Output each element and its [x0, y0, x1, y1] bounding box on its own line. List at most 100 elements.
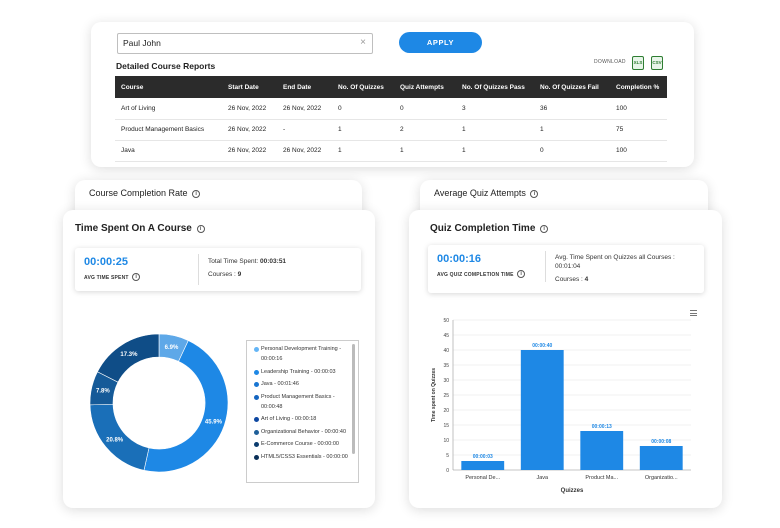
- bar-data-label: 00:00:13: [592, 424, 612, 430]
- quiz-courses-value: 4: [584, 276, 589, 283]
- courses-line: Courses : 9: [208, 271, 241, 278]
- legend-scrollbar[interactable]: [352, 344, 355, 454]
- time-spent-title-text: Time Spent On A Course: [75, 223, 192, 234]
- legend-label: Personal Development Training - 00:00:16: [261, 346, 342, 362]
- table-row: Art of Living 26 Nov, 2022 26 Nov, 2022 …: [115, 98, 667, 120]
- column-header[interactable]: Course: [115, 76, 222, 98]
- donut-slice-label: 20.8%: [106, 438, 124, 444]
- table-cell: -: [277, 119, 332, 141]
- search-value: Paul John: [123, 38, 161, 48]
- legend-item[interactable]: Product Management Basics - 00:00:48: [254, 392, 351, 412]
- avg-quiz-time-value: 00:00:16: [437, 253, 482, 265]
- column-header[interactable]: Completion %: [610, 76, 667, 98]
- legend-item[interactable]: Personal Development Training - 00:00:16: [254, 344, 351, 364]
- column-header[interactable]: No. Of Quizzes: [332, 76, 394, 98]
- info-icon[interactable]: i: [192, 190, 201, 198]
- table-cell: 26 Nov, 2022: [222, 140, 277, 162]
- legend-item[interactable]: Organizational Behavior - 00:00:40: [254, 427, 351, 437]
- learner-search-input[interactable]: Paul John ×: [117, 33, 373, 54]
- avg-time-value: 00:00:25: [84, 256, 129, 268]
- table-cell: 26 Nov, 2022: [277, 98, 332, 120]
- table-cell: 26 Nov, 2022: [222, 119, 277, 141]
- x-tick-label: Product Ma...: [585, 475, 618, 481]
- courses-value: 9: [237, 271, 242, 278]
- clear-icon[interactable]: ×: [360, 37, 366, 48]
- apply-button[interactable]: APPLY: [399, 32, 482, 53]
- y-axis-title: Time spent on Quizzes: [431, 368, 437, 422]
- table-cell: 100: [610, 140, 667, 162]
- info-icon[interactable]: i: [517, 270, 526, 278]
- bar[interactable]: [520, 350, 564, 470]
- donut-slice-label: 7.8%: [96, 388, 110, 394]
- info-icon[interactable]: i: [530, 190, 539, 198]
- time-spent-stat-box: 00:00:25 AVG TIME SPENT i Total Time Spe…: [75, 248, 361, 291]
- y-tick-label: 45: [443, 333, 449, 339]
- column-header[interactable]: Start Date: [222, 76, 277, 98]
- table-cell: 2: [394, 119, 456, 141]
- legend-list: Personal Development Training - 00:00:16…: [254, 344, 351, 464]
- legend-item[interactable]: HTML5/CSS3 Essentials - 00:00:00: [254, 452, 351, 462]
- donut-slice-label: 45.9%: [205, 420, 223, 426]
- table-cell: Product Management Basics: [115, 119, 222, 141]
- table-cell: 100: [610, 98, 667, 120]
- y-tick-label: 0: [446, 468, 449, 474]
- column-header[interactable]: No. Of Quizzes Fail: [534, 76, 610, 98]
- legend-item[interactable]: E-Commerce Course - 00:00:00: [254, 439, 351, 449]
- table-cell: 26 Nov, 2022: [222, 98, 277, 120]
- legend-dot: [254, 382, 259, 387]
- table-cell: 1: [456, 140, 534, 162]
- bar[interactable]: [461, 461, 505, 470]
- table-cell: 1: [534, 119, 610, 141]
- legend-dot: [254, 454, 259, 460]
- y-tick-label: 50: [443, 318, 449, 324]
- donut-legend: Personal Development Training - 00:00:16…: [246, 340, 359, 483]
- legend-label: Product Management Basics - 00:00:48: [261, 393, 335, 410]
- donut-slice[interactable]: [143, 340, 229, 473]
- legend-item[interactable]: Leadership Training - 00:00:03: [254, 367, 351, 377]
- table-cell: 0: [394, 98, 456, 120]
- legend-dot: [254, 369, 259, 375]
- column-header[interactable]: Quiz Attempts: [394, 76, 456, 98]
- xls-download-icon[interactable]: XLS: [632, 56, 644, 70]
- quiz-courses-label: Courses :: [555, 276, 585, 283]
- legend-label: Leadership Training - 00:00:03: [261, 368, 336, 375]
- column-header[interactable]: No. Of Quizzes Pass: [456, 76, 534, 98]
- quiz-completion-bar-chart: 0 5 10 15 20 25 30 35 40 45 50 00:00:03 Personal De.…: [431, 318, 691, 494]
- table-row: Java 26 Nov, 2022 26 Nov, 2022 1 1 1 0 1…: [115, 140, 667, 162]
- x-tick-label: Personal De...: [465, 475, 500, 481]
- info-icon[interactable]: i: [540, 225, 549, 233]
- legend-label: Java - 00:01:46: [261, 381, 299, 387]
- total-time-label: Total Time Spent:: [208, 258, 261, 265]
- legend-item[interactable]: Art of Living - 00:00:18: [254, 414, 351, 424]
- bar[interactable]: [639, 446, 683, 470]
- table-cell: Art of Living: [115, 98, 222, 120]
- divider: [198, 254, 199, 285]
- chart-menu-icon[interactable]: [690, 310, 697, 316]
- bar-data-label: 00:00:40: [532, 343, 552, 349]
- average-quiz-title: Average Quiz Attempts i: [434, 188, 539, 198]
- y-tick-label: 40: [443, 348, 449, 354]
- quiz-completion-time-card: Quiz Completion Time i 00:00:16 AVG QUIZ…: [409, 210, 722, 508]
- courses-label: Courses :: [208, 271, 238, 278]
- y-tick-label: 25: [443, 393, 449, 399]
- course-completion-title: Course Completion Rate i: [89, 188, 201, 198]
- column-header[interactable]: End Date: [277, 76, 332, 98]
- info-icon[interactable]: i: [196, 225, 205, 233]
- bar[interactable]: [580, 431, 624, 470]
- avg-quiz-time-label: AVG QUIZ COMPLETION TIME i: [437, 270, 526, 278]
- divider: [545, 251, 546, 282]
- csv-download-icon[interactable]: CSV: [651, 56, 663, 70]
- x-axis-title: Quizzes: [561, 488, 584, 494]
- legend-dot: [254, 417, 259, 422]
- donut-slice[interactable]: [97, 333, 160, 383]
- y-tick-label: 5: [446, 453, 449, 459]
- table-cell: 1: [456, 119, 534, 141]
- y-tick-label: 30: [443, 378, 449, 384]
- total-time-value: 00:03:51: [260, 258, 287, 265]
- quiz-courses-line: Courses : 4: [555, 276, 588, 283]
- donut-slice-label: 17.3%: [120, 352, 138, 358]
- legend-label: Organizational Behavior - 00:00:40: [261, 428, 346, 435]
- quiz-completion-title-text: Quiz Completion Time: [430, 223, 536, 234]
- info-icon[interactable]: i: [132, 273, 141, 281]
- legend-item[interactable]: Java - 00:01:46: [254, 379, 351, 389]
